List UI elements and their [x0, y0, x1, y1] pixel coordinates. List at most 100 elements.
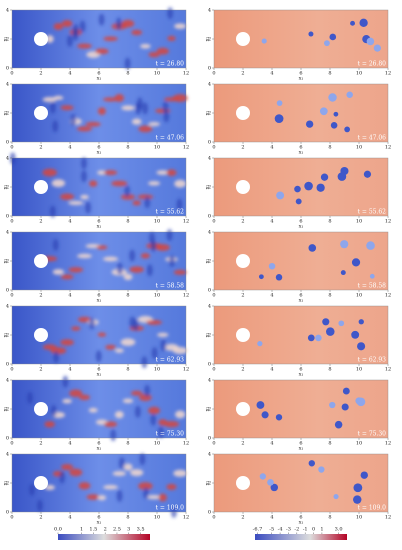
vortex — [42, 168, 57, 177]
vortex — [373, 44, 381, 52]
y-tick-label: 4 — [208, 8, 211, 14]
panel: t = 26.80 0 2 4 6 8 10 12 x₁ 0 2 4 x₂ — [3, 7, 189, 82]
colorbar-tick-label: 0.0 — [54, 527, 62, 533]
vortices — [257, 318, 366, 351]
x-tick-label: 2 — [39, 71, 42, 77]
x-tick-label: 4 — [68, 515, 71, 521]
vortex — [308, 31, 314, 37]
vortex — [258, 274, 264, 280]
x-tick-label: 4 — [270, 441, 273, 447]
panel: t = 55.62 0 2 4 6 8 10 12 x₁ 0 2 4 x₂ — [3, 152, 189, 230]
panel: t = 62.93 0 2 4 6 8 10 12 x₁ 0 2 4 x₂ — [3, 304, 190, 378]
cylinder — [236, 402, 250, 416]
time-label: t = 26.80 — [358, 61, 387, 68]
vortex — [144, 196, 151, 209]
colorbar — [255, 534, 347, 540]
vortex — [129, 266, 144, 273]
vortex — [328, 93, 337, 102]
x-tick-label: 0 — [10, 367, 13, 373]
x-axis-label: x₁ — [97, 372, 102, 378]
x-tick-label: 6 — [97, 441, 100, 447]
vortex — [132, 200, 141, 206]
x-tick-label: 6 — [299, 293, 302, 299]
vortex — [120, 338, 136, 346]
vortex — [304, 181, 313, 191]
vortex — [61, 463, 74, 471]
y-tick-label: 2 — [208, 37, 211, 43]
vortices — [45, 7, 187, 70]
x-tick-label: 12 — [385, 367, 391, 373]
y-tick-label: 4 — [208, 230, 211, 236]
vortex — [138, 125, 153, 133]
vortex — [276, 191, 285, 200]
y-axis-label: x₂ — [3, 259, 9, 264]
vortex — [163, 110, 170, 123]
x-tick-label: 6 — [97, 145, 100, 151]
x-tick-label: 8 — [126, 219, 129, 225]
y-tick-label: 2 — [208, 259, 211, 265]
cylinder — [236, 180, 250, 194]
y-tick-label: 0 — [208, 214, 211, 220]
vortex — [42, 97, 57, 103]
time-label: t = 75.30 — [156, 431, 185, 438]
vortex — [340, 240, 349, 249]
vortex — [168, 255, 175, 268]
vortex — [134, 405, 141, 418]
vortex — [60, 274, 74, 280]
x-tick-label: 0 — [212, 71, 215, 77]
vortex — [50, 347, 67, 355]
vortex — [77, 43, 92, 49]
vortex — [160, 339, 167, 352]
cylinder — [236, 328, 250, 342]
colorbar-tick-label: -4 — [278, 527, 283, 533]
x-tick-label: 10 — [356, 219, 362, 225]
x-tick-label: 6 — [299, 515, 302, 521]
x-tick-label: 10 — [154, 441, 160, 447]
y-tick-label: 0 — [6, 436, 9, 442]
vortices — [42, 229, 187, 281]
vortex — [121, 105, 135, 111]
colorbar-tick-label: -3 — [286, 527, 291, 533]
y-tick-label: 0 — [6, 66, 9, 72]
vortex — [9, 152, 16, 165]
x-tick-label: 12 — [183, 515, 189, 521]
time-label: t = 47.06 — [156, 135, 185, 142]
x-tick-label: 0 — [10, 515, 13, 521]
vortex — [53, 23, 64, 30]
x-axis-label: x₁ — [299, 520, 304, 526]
colorbar-tick-label: -6.7 — [253, 527, 263, 533]
colorbar-tick-label: -2 — [294, 527, 299, 533]
x-tick-label: 0 — [10, 145, 13, 151]
vortices — [258, 240, 375, 281]
y-tick-label: 0 — [6, 214, 9, 220]
cylinder — [34, 180, 48, 194]
vortex — [130, 469, 144, 477]
vortex — [334, 420, 343, 429]
colorbar-tick-label: 1.5 — [89, 527, 97, 533]
vortex — [366, 241, 375, 250]
y-axis-label: x₂ — [205, 37, 211, 42]
panel: t = 62.93 0 2 4 6 8 10 12 x₁ 0 2 4 x₂ — [205, 304, 392, 378]
vortex — [68, 267, 84, 273]
vortex — [53, 95, 64, 101]
vortex — [60, 339, 74, 346]
y-axis-label: x₂ — [205, 407, 211, 412]
vortex — [142, 102, 149, 115]
x-tick-label: 12 — [385, 219, 391, 225]
vortex — [102, 97, 119, 102]
vortex — [333, 111, 339, 117]
vortices — [42, 94, 188, 133]
x-tick-label: 4 — [270, 219, 273, 225]
x-tick-label: 12 — [385, 145, 391, 151]
vortex — [256, 401, 265, 409]
vortex — [356, 397, 366, 407]
x-tick-label: 4 — [270, 71, 273, 77]
x-tick-label: 8 — [328, 293, 331, 299]
vortex — [103, 170, 118, 176]
x-tick-label: 2 — [39, 441, 42, 447]
y-tick-label: 4 — [208, 378, 211, 384]
vortex — [267, 479, 274, 486]
vortex — [351, 258, 361, 267]
y-tick-label: 4 — [6, 304, 9, 310]
